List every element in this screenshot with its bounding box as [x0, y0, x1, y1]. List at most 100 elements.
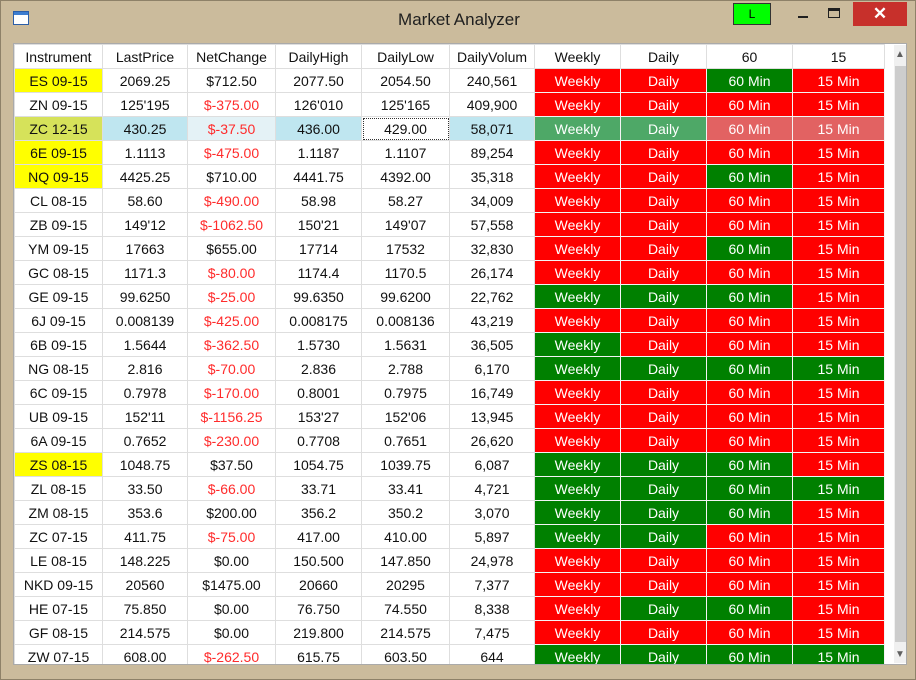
daily-volume-cell[interactable]: 6,170 [449, 356, 535, 381]
weekly-signal-cell[interactable]: Weekly [534, 572, 621, 597]
daily-low-cell[interactable]: 58.27 [361, 188, 450, 213]
last-price-cell[interactable]: 0.7652 [102, 428, 188, 453]
last-price-cell[interactable]: 430.25 [102, 116, 188, 141]
table-row[interactable]: 6B 09-15 1.5644 $-362.50 1.5730 1.5631 36,505… [14, 332, 885, 357]
net-change-cell[interactable]: $712.50 [187, 68, 276, 93]
daily-high-cell[interactable]: 2077.50 [275, 68, 362, 93]
weekly-signal-cell[interactable]: Weekly [534, 308, 621, 333]
15-min-signal-cell[interactable]: 15 Min [792, 644, 885, 664]
instrument-cell[interactable]: ZL 08-15 [14, 476, 103, 501]
column-header[interactable]: Weekly [534, 44, 621, 69]
net-change-cell[interactable]: $-425.00 [187, 308, 276, 333]
60-min-signal-cell[interactable]: 60 Min [706, 644, 793, 664]
daily-volume-cell[interactable]: 24,978 [449, 548, 535, 573]
daily-high-cell[interactable]: 0.8001 [275, 380, 362, 405]
last-price-cell[interactable]: 1.5644 [102, 332, 188, 357]
daily-volume-cell[interactable]: 644 [449, 644, 535, 664]
net-change-cell[interactable]: $-262.50 [187, 644, 276, 664]
60-min-signal-cell[interactable]: 60 Min [706, 476, 793, 501]
weekly-signal-cell[interactable]: Weekly [534, 452, 621, 477]
60-min-signal-cell[interactable]: 60 Min [706, 284, 793, 309]
daily-volume-cell[interactable]: 32,830 [449, 236, 535, 261]
60-min-signal-cell[interactable]: 60 Min [706, 92, 793, 117]
daily-high-cell[interactable]: 615.75 [275, 644, 362, 664]
15-min-signal-cell[interactable]: 15 Min [792, 452, 885, 477]
table-row[interactable]: 6A 09-15 0.7652 $-230.00 0.7708 0.7651 26,620… [14, 428, 885, 453]
daily-volume-cell[interactable]: 43,219 [449, 308, 535, 333]
daily-volume-cell[interactable]: 57,558 [449, 212, 535, 237]
table-row[interactable]: ZW 07-15 608.00 $-262.50 615.75 603.50 644 Wee… [14, 644, 885, 664]
15-min-signal-cell[interactable]: 15 Min [792, 380, 885, 405]
last-price-cell[interactable]: 0.7978 [102, 380, 188, 405]
net-change-cell[interactable]: $1475.00 [187, 572, 276, 597]
15-min-signal-cell[interactable]: 15 Min [792, 524, 885, 549]
daily-high-cell[interactable]: 1.1187 [275, 140, 362, 165]
last-price-cell[interactable]: 2069.25 [102, 68, 188, 93]
minimize-icon[interactable] [790, 1, 816, 27]
daily-low-cell[interactable]: 1.5631 [361, 332, 450, 357]
60-min-signal-cell[interactable]: 60 Min [706, 236, 793, 261]
instrument-cell[interactable]: ZS 08-15 [14, 452, 103, 477]
last-price-cell[interactable]: 1048.75 [102, 452, 188, 477]
scroll-up-icon[interactable]: ▲ [895, 49, 905, 60]
table-row[interactable]: ZL 08-15 33.50 $-66.00 33.71 33.41 4,721 Weekl… [14, 476, 885, 501]
daily-high-cell[interactable]: 436.00 [275, 116, 362, 141]
table-row[interactable]: NQ 09-15 4425.25 $710.00 4441.75 4392.00 35,3… [14, 164, 885, 189]
table-row[interactable]: YM 09-15 17663 $655.00 17714 17532 32,830 Week… [14, 236, 885, 261]
table-row[interactable]: ZM 08-15 353.6 $200.00 356.2 350.2 3,070 Weekl… [14, 500, 885, 525]
instrument-cell[interactable]: NKD 09-15 [14, 572, 103, 597]
daily-signal-cell[interactable]: Daily [620, 188, 707, 213]
weekly-signal-cell[interactable]: Weekly [534, 524, 621, 549]
daily-low-cell[interactable]: 0.7651 [361, 428, 450, 453]
net-change-cell[interactable]: $-80.00 [187, 260, 276, 285]
l-button[interactable]: L [733, 3, 771, 25]
table-row[interactable]: ZC 07-15 411.75 $-75.00 417.00 410.00 5,897 We… [14, 524, 885, 549]
15-min-signal-cell[interactable]: 15 Min [792, 404, 885, 429]
daily-signal-cell[interactable]: Daily [620, 380, 707, 405]
15-min-signal-cell[interactable]: 15 Min [792, 308, 885, 333]
15-min-signal-cell[interactable]: 15 Min [792, 116, 885, 141]
weekly-signal-cell[interactable]: Weekly [534, 164, 621, 189]
15-min-signal-cell[interactable]: 15 Min [792, 572, 885, 597]
daily-volume-cell[interactable]: 240,561 [449, 68, 535, 93]
net-change-cell[interactable]: $-375.00 [187, 92, 276, 117]
daily-low-cell[interactable]: 429.00 [361, 116, 450, 141]
15-min-signal-cell[interactable]: 15 Min [792, 548, 885, 573]
last-price-cell[interactable]: 2.816 [102, 356, 188, 381]
weekly-signal-cell[interactable]: Weekly [534, 404, 621, 429]
daily-volume-cell[interactable]: 5,897 [449, 524, 535, 549]
weekly-signal-cell[interactable]: Weekly [534, 644, 621, 664]
column-header[interactable]: 15 [792, 44, 885, 69]
daily-signal-cell[interactable]: Daily [620, 284, 707, 309]
net-change-cell[interactable]: $0.00 [187, 620, 276, 645]
daily-volume-cell[interactable]: 13,945 [449, 404, 535, 429]
weekly-signal-cell[interactable]: Weekly [534, 284, 621, 309]
table-row[interactable]: NKD 09-15 20560 $1475.00 20660 20295 7,377 Wee… [14, 572, 885, 597]
close-icon[interactable]: ✕ [853, 2, 907, 26]
daily-volume-cell[interactable]: 26,174 [449, 260, 535, 285]
daily-low-cell[interactable]: 603.50 [361, 644, 450, 664]
60-min-signal-cell[interactable]: 60 Min [706, 596, 793, 621]
daily-signal-cell[interactable]: Daily [620, 620, 707, 645]
table-row[interactable]: ZN 09-15 125'195 $-375.00 126'010 125'165 409… [14, 92, 885, 117]
daily-volume-cell[interactable]: 7,475 [449, 620, 535, 645]
column-header[interactable]: DailyLow [361, 44, 450, 69]
daily-volume-cell[interactable]: 7,377 [449, 572, 535, 597]
daily-signal-cell[interactable]: Daily [620, 164, 707, 189]
15-min-signal-cell[interactable]: 15 Min [792, 164, 885, 189]
daily-volume-cell[interactable]: 34,009 [449, 188, 535, 213]
net-change-cell[interactable]: $200.00 [187, 500, 276, 525]
daily-signal-cell[interactable]: Daily [620, 308, 707, 333]
daily-high-cell[interactable]: 0.7708 [275, 428, 362, 453]
15-min-signal-cell[interactable]: 15 Min [792, 356, 885, 381]
weekly-signal-cell[interactable]: Weekly [534, 356, 621, 381]
table-row[interactable]: NG 08-15 2.816 $-70.00 2.836 2.788 6,170 Weekl… [14, 356, 885, 381]
60-min-signal-cell[interactable]: 60 Min [706, 524, 793, 549]
daily-high-cell[interactable]: 99.6350 [275, 284, 362, 309]
column-header[interactable]: DailyVolum [449, 44, 535, 69]
daily-volume-cell[interactable]: 8,338 [449, 596, 535, 621]
15-min-signal-cell[interactable]: 15 Min [792, 140, 885, 165]
60-min-signal-cell[interactable]: 60 Min [706, 404, 793, 429]
daily-high-cell[interactable]: 1.5730 [275, 332, 362, 357]
column-header[interactable]: LastPrice [102, 44, 188, 69]
